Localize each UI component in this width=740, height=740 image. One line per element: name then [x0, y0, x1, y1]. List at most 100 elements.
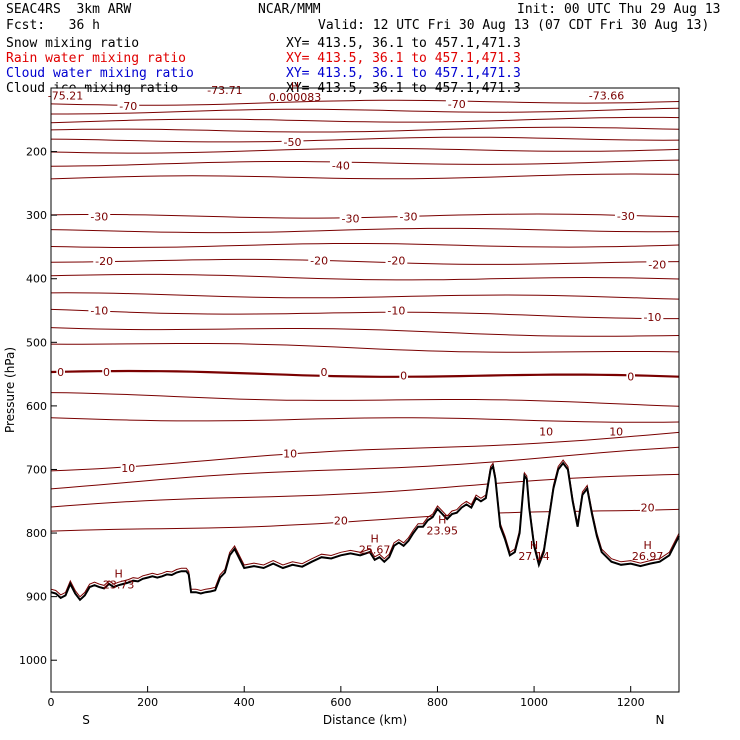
maximum-marker: H — [438, 514, 446, 527]
maximum-value: 26.97 — [632, 550, 664, 563]
contour-label-bg — [641, 309, 664, 322]
contour-label: -73.71 — [207, 84, 242, 97]
model-name: SEAC4RS 3km ARW — [6, 2, 132, 17]
y-tick-label: 400 — [26, 273, 47, 286]
contour-label: -50 — [284, 136, 302, 149]
contour-label-bg — [308, 253, 331, 266]
contour-label: 0 — [400, 369, 407, 382]
contour-label: -20 — [648, 259, 666, 272]
isotherm-line — [50, 473, 680, 508]
contour-label: -30 — [342, 212, 360, 225]
contour-label: 10 — [283, 448, 297, 461]
maximum-marker: H — [371, 533, 379, 546]
isotherm-line — [51, 107, 680, 115]
contour-label-bg — [445, 96, 468, 109]
contour-labels: -75.21 -73.71 -73.66 -70 -70 -50 -40 -30 -30 -30 -… — [44, 80, 669, 592]
maximum-value: 23.73 — [103, 579, 135, 592]
isotherm-line — [50, 159, 680, 167]
contour-label-bg — [102, 365, 111, 378]
contour-label-bg — [397, 209, 420, 222]
x-axis-title: Distance (km) — [323, 713, 407, 727]
contour-label-bg — [385, 253, 408, 266]
isotherm-line — [50, 126, 680, 133]
contour-label-bg — [117, 98, 140, 111]
contour-label: 20 — [334, 514, 348, 527]
contour-label: -30 — [399, 210, 417, 223]
field-name-snow: Snow mixing ratio — [6, 36, 140, 51]
field-xy-rain: XY= 413.5, 36.1 to 457.1,471.3 — [286, 51, 521, 66]
maximum-value: 23.95 — [427, 525, 459, 538]
init-time: Init: 00 UTC Thu 29 Aug 13 — [517, 2, 721, 17]
contour-label: -20 — [95, 255, 113, 268]
x-tick-label: 0 — [48, 696, 55, 709]
contour-label: -30 — [90, 210, 108, 223]
contour-label: 20 — [641, 502, 655, 515]
contour-label-bg — [319, 365, 329, 378]
field-xy-snow: XY= 413.5, 36.1 to 457.1,471.3 — [286, 36, 521, 51]
contour-label-bg — [385, 303, 408, 316]
organization: NCAR/MMM — [258, 2, 321, 17]
contour-label: -73.66 — [589, 90, 624, 103]
y-axis-ticks: 200 300 400 500 600 700 800 900 1000 — [19, 146, 57, 667]
contour-label-bg — [329, 158, 352, 171]
isotherm-line — [50, 292, 680, 300]
field-xy-cloud-water: XY= 413.5, 36.1 to 457.1,471.3 — [286, 66, 521, 81]
contour-label-bg — [640, 500, 656, 513]
maximum-value: 27.14 — [518, 550, 550, 563]
isotherm-line — [50, 213, 680, 219]
x-tick-label: 1000 — [520, 696, 548, 709]
y-tick-label: 600 — [26, 400, 47, 413]
south-label: S — [82, 713, 90, 727]
field-name-rain: Rain water mixing ratio — [6, 51, 187, 66]
north-label: N — [656, 713, 665, 727]
contour-label-bg — [56, 365, 65, 378]
contour-label-bg — [646, 257, 669, 270]
isotherm-line — [50, 417, 680, 423]
field-name-cloud-water: Cloud water mixing ratio — [6, 66, 194, 81]
contour-label-bg — [614, 208, 637, 221]
maximum-marker: H — [114, 568, 122, 581]
x-tick-label: 400 — [234, 696, 255, 709]
contour-label-bg — [120, 461, 136, 474]
contour-label: 0 — [320, 366, 327, 379]
isotherm-line — [50, 392, 680, 407]
contour-label: -20 — [387, 254, 405, 267]
contour-label: -70 — [119, 100, 137, 113]
y-tick-label: 700 — [26, 463, 47, 476]
contour-label-bg — [585, 88, 628, 101]
isotherm-line — [50, 99, 680, 106]
isotherm-line — [50, 431, 680, 472]
isotherm-line — [50, 136, 680, 143]
isotherm-line — [50, 243, 680, 248]
isotherm-line — [50, 369, 680, 378]
isotherm-line — [50, 116, 680, 124]
forecast-hour: Fcst: 36 h — [6, 18, 100, 33]
contour-label-bg — [608, 424, 624, 437]
maximum-marker: H — [643, 539, 651, 552]
contour-label: -10 — [387, 305, 405, 318]
y-tick-label: 800 — [26, 527, 47, 540]
contour-label-bg — [339, 211, 362, 224]
contour-label: 0 — [627, 371, 634, 384]
contour-label: -10 — [643, 311, 661, 324]
isotherm-line — [50, 173, 680, 180]
maximum-marker: H — [530, 539, 538, 552]
maximum-value: 25.67 — [359, 544, 391, 557]
isotherm-line — [50, 308, 679, 320]
contour-label-bg — [204, 82, 246, 95]
x-tick-label: 800 — [427, 696, 448, 709]
contour-label-bg — [88, 209, 111, 222]
contour-label: -40 — [332, 160, 350, 173]
contour-label-bg — [93, 253, 116, 266]
terrain-line — [50, 461, 680, 602]
y-tick-label: 900 — [26, 591, 47, 604]
contour-label: 0 — [103, 366, 110, 379]
y-tick-label: 300 — [26, 209, 47, 222]
contour-label: -10 — [90, 305, 108, 318]
isotherm-contours — [50, 99, 680, 532]
terrain-layer — [50, 459, 680, 692]
y-tick-label: 500 — [26, 336, 47, 349]
maximum-value: 0.000083 — [269, 91, 322, 104]
plot-frame — [50, 87, 680, 693]
x-axis-ticks: 0 200 400 600 800 1000 1200 — [48, 686, 645, 709]
